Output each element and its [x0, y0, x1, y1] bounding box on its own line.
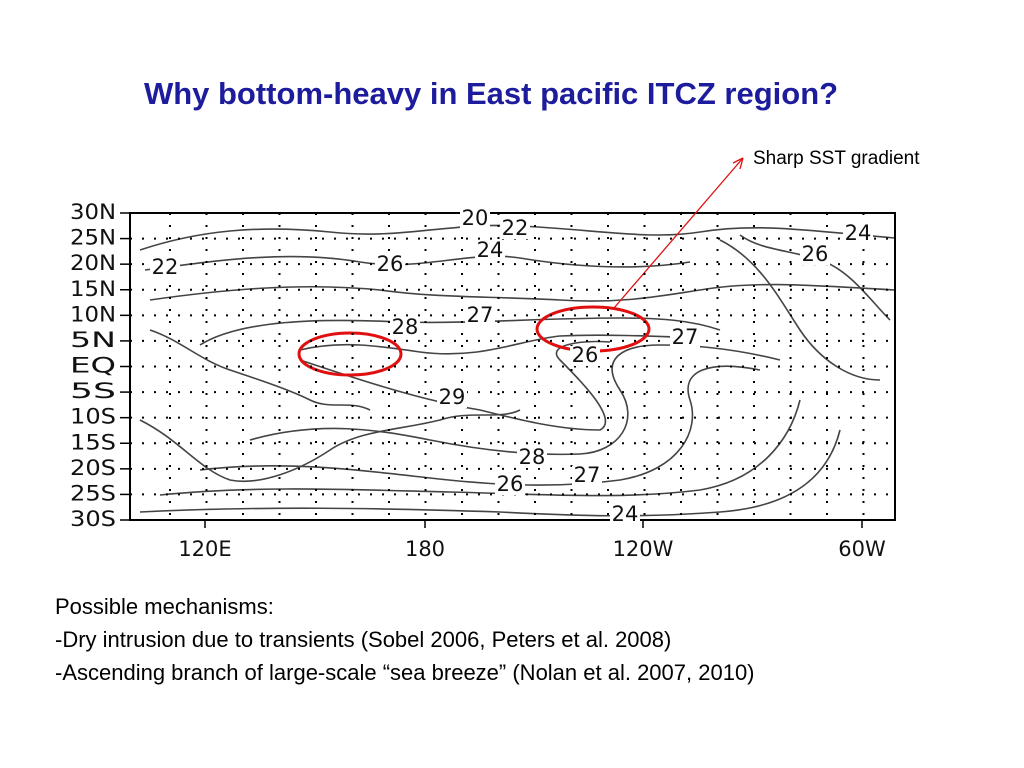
contour-label: 24	[612, 502, 639, 526]
heading: Possible mechanisms:	[55, 594, 274, 619]
lon-label: 180	[405, 537, 445, 561]
contour-label: 24	[477, 238, 504, 262]
contour-label: 26	[377, 252, 404, 276]
contour	[249, 344, 781, 456]
contour-label: 26	[802, 242, 829, 266]
contour-label: 28	[519, 445, 546, 469]
highlight-ellipse	[297, 331, 403, 377]
contour-label: 22	[502, 216, 529, 240]
item: -Ascending branch of large-scale “sea br…	[55, 660, 755, 685]
lat-label: 5N	[70, 328, 116, 352]
lon-label: 120W	[613, 537, 674, 561]
contour-label: 24	[845, 221, 872, 245]
contour	[299, 334, 701, 355]
lon-label: 120E	[178, 537, 231, 561]
contour	[139, 409, 521, 482]
label-bg	[390, 318, 420, 338]
contour-label: 27	[574, 463, 601, 487]
label-bg	[495, 475, 525, 495]
label-bg	[500, 219, 530, 239]
lat-label: 10S	[70, 405, 116, 429]
label-bg	[460, 209, 490, 229]
contour-label: 22	[152, 255, 179, 279]
contour	[139, 429, 841, 517]
lat-label: 30N	[70, 200, 116, 224]
contour-label: 28	[392, 315, 419, 339]
lat-label: 10N	[70, 302, 116, 326]
contour	[199, 365, 761, 486]
contour	[149, 329, 371, 411]
contour	[719, 239, 881, 381]
contour	[299, 340, 611, 431]
mechanisms: Possible mechanisms: -Dry intrusion due …	[55, 590, 755, 689]
label-bg	[150, 258, 180, 278]
contour	[149, 283, 896, 302]
contour-label: 27	[672, 325, 699, 349]
label-bg	[572, 466, 602, 486]
lat-label: 5S	[70, 379, 116, 403]
lat-label: 20S	[70, 456, 116, 480]
lat-label: 25N	[70, 226, 116, 250]
label-bg	[465, 306, 495, 326]
annotation: Sharp SST gradient	[753, 148, 920, 169]
slide-title: Why bottom-heavy in East pacific ITCZ re…	[143, 76, 839, 111]
label-bg	[375, 255, 405, 275]
lat-label: 30S	[70, 507, 116, 531]
contour	[144, 255, 691, 271]
lat-label: EQ	[70, 354, 116, 378]
contour-label: 20	[462, 206, 489, 230]
contour-label: 29	[439, 385, 466, 409]
arrow-line	[613, 157, 744, 309]
lat-label: 15N	[70, 277, 116, 301]
label-bg	[475, 241, 505, 261]
label-bg	[800, 245, 830, 265]
lat-label: 20N	[70, 251, 116, 275]
item: -Dry intrusion due to transients (Sobel …	[55, 627, 672, 652]
lat-label: 25S	[70, 481, 116, 505]
label-bg	[670, 328, 700, 348]
label-bg	[843, 224, 873, 244]
arrow-head	[732, 157, 744, 170]
lon-label: 60W	[838, 537, 886, 561]
label-bg	[610, 505, 640, 525]
lat-label: 15S	[70, 430, 116, 454]
contour-label: 27	[467, 303, 494, 327]
label-bg	[437, 388, 467, 408]
contour-label: 26	[497, 472, 524, 496]
label-bg	[570, 346, 600, 366]
label-bg	[517, 448, 547, 468]
contour-label: 26	[572, 343, 599, 367]
